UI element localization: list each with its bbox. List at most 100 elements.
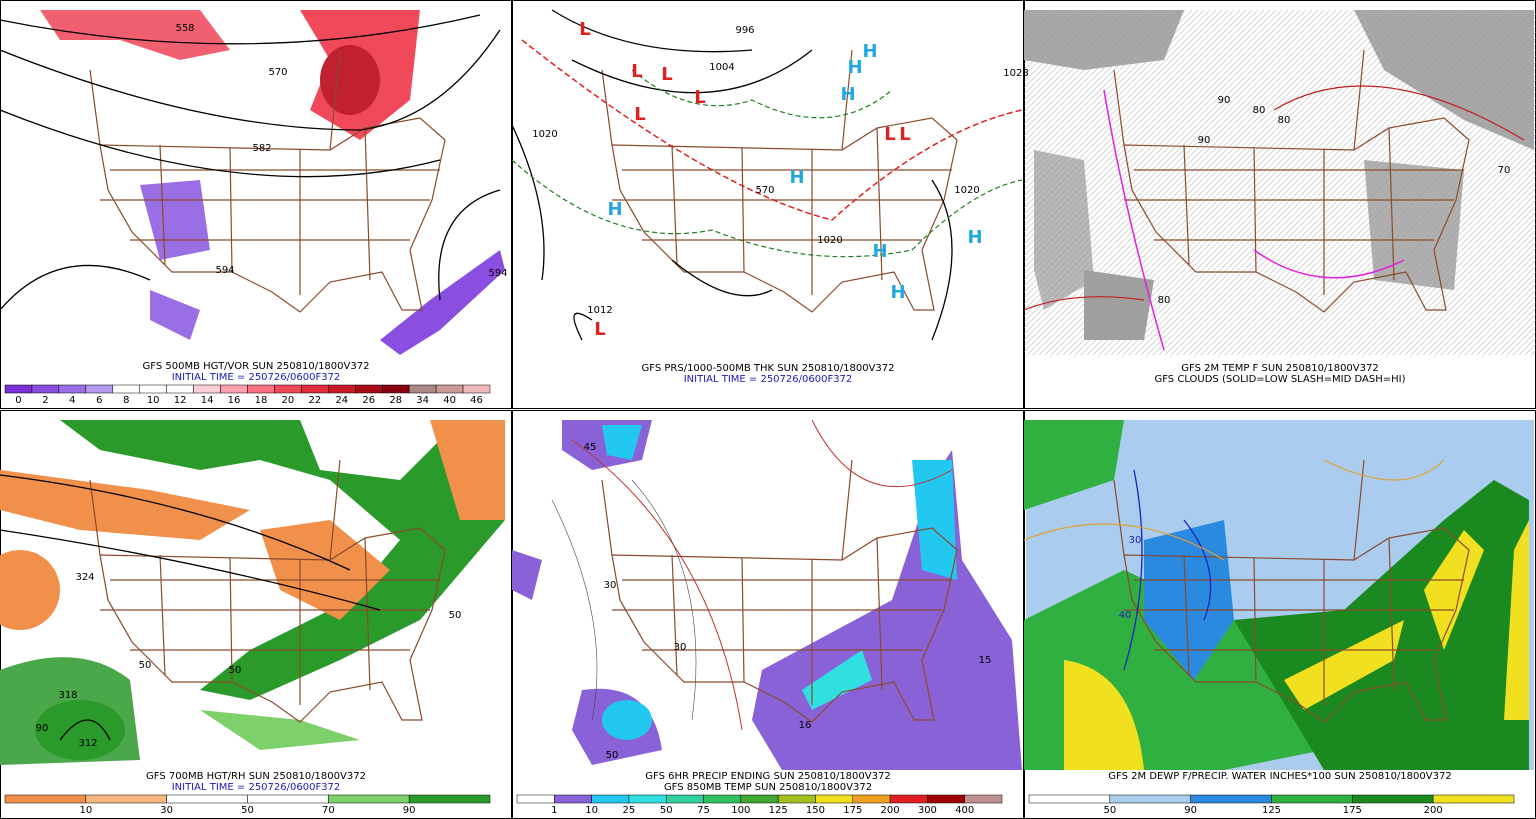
colorbar-swatch <box>4 384 33 394</box>
colorbar-label: 125 <box>769 805 788 816</box>
colorbar-label: 10 <box>585 805 598 816</box>
contour-label: 45 <box>584 442 597 453</box>
colorbar-label: 16 <box>228 395 241 406</box>
contour-label: 1020 <box>954 185 979 196</box>
colorbar-label: 4 <box>69 395 75 406</box>
colorbar-label: 100 <box>731 805 750 816</box>
colorbar-label: 75 <box>697 805 710 816</box>
colorbar-label: 18 <box>255 395 268 406</box>
colorbar-label: 125 <box>1262 805 1281 816</box>
panel-caption: GFS 2M DEWP F/PRECIP. WATER INCHES*100 S… <box>1108 771 1451 782</box>
colorbar-swatch <box>247 384 275 394</box>
colorbar-swatch <box>852 794 891 804</box>
contour-label: 318 <box>58 690 77 701</box>
colorbar-label: 90 <box>403 805 416 816</box>
colorbar-label: 175 <box>1343 805 1362 816</box>
colorbar-label: 30 <box>160 805 173 816</box>
colorbar-swatch <box>815 794 854 804</box>
contour-label: 1028 <box>1003 68 1028 79</box>
contour-label: 1012 <box>587 305 612 316</box>
contour-label: 50 <box>229 665 242 676</box>
colorbar-label: 2 <box>42 395 48 406</box>
colorbar-label: 175 <box>843 805 862 816</box>
colorbar-swatch <box>220 384 248 394</box>
contour-label: 312 <box>78 738 97 749</box>
contour-label: 1020 <box>532 129 557 140</box>
contour-label: 1004 <box>709 62 734 73</box>
pressure-center: H <box>890 282 905 303</box>
colorbar-label: 10 <box>147 395 160 406</box>
map-500mb <box>0 10 510 355</box>
pressure-center: L <box>631 61 642 82</box>
colorbar-swatch <box>166 794 248 804</box>
colorbar-label: 40 <box>443 395 456 406</box>
colorbar-swatch <box>58 384 87 394</box>
map-dewpoint <box>1023 420 1534 770</box>
colorbar-swatch <box>591 794 630 804</box>
colorbar-label: 10 <box>79 805 92 816</box>
contour-label: 90 <box>1218 95 1231 106</box>
colorbar-label: 400 <box>955 805 974 816</box>
colorbar-swatch <box>166 384 194 394</box>
colorbar-swatch <box>1271 794 1353 804</box>
contour-label: 1020 <box>817 235 842 246</box>
contour-label: 40 <box>1119 610 1132 621</box>
contour-label: 50 <box>606 750 619 761</box>
pressure-center: H <box>872 241 887 262</box>
contour-label: 70 <box>1498 165 1511 176</box>
colorbar-swatch <box>927 794 965 804</box>
panel-caption: GFS 700MB HGT/RH SUN 250810/1800V372 <box>146 771 366 782</box>
colorbar-label: 34 <box>416 395 429 406</box>
panel-caption: INITIAL TIME = 250726/0600F372 <box>684 374 853 385</box>
colorbar-label: 200 <box>881 805 900 816</box>
contour-label: 90 <box>36 723 49 734</box>
pressure-center: H <box>862 41 877 62</box>
colorbar-swatch <box>85 384 114 394</box>
contour-label: 582 <box>252 143 271 154</box>
pressure-center: L <box>634 104 645 125</box>
contour-label: 50 <box>449 610 462 621</box>
colorbar-swatch <box>328 384 356 394</box>
colorbar-label: 150 <box>806 805 825 816</box>
panel-caption: GFS CLOUDS (SOLID=LOW SLASH=MID DASH=HI) <box>1154 374 1405 385</box>
pressure-center: L <box>579 19 590 40</box>
colorbar-swatch <box>889 794 928 804</box>
contour-label: 30 <box>1129 535 1142 546</box>
panel-caption: GFS 6HR PRECIP ENDING SUN 250810/1800V37… <box>645 771 890 782</box>
colorbar-swatch <box>301 384 329 394</box>
map-pressure <box>511 9 1023 341</box>
colorbar-label: 90 <box>1184 805 1197 816</box>
contour-label: 80 <box>1278 115 1291 126</box>
colorbar-label: 200 <box>1424 805 1443 816</box>
panel-caption: INITIAL TIME = 250726/0600F372 <box>172 372 341 383</box>
panel-caption: GFS 850MB TEMP SUN 250810/1800V372 <box>664 782 872 793</box>
colorbar-label: 1 <box>551 805 557 816</box>
contour-label: 30 <box>674 642 687 653</box>
colorbar-swatch <box>408 794 491 804</box>
pressure-center: H <box>847 57 862 78</box>
colorbar-swatch <box>1109 794 1191 804</box>
colorbar-swatch <box>112 384 140 394</box>
colorbar-swatch <box>1190 794 1272 804</box>
pressure-center: L <box>884 124 895 145</box>
colorbar-label: 24 <box>335 395 348 406</box>
colorbar-swatch <box>665 794 704 804</box>
colorbar-label: 70 <box>322 805 335 816</box>
panel-caption: GFS 500MB HGT/VOR SUN 250810/1800V372 <box>143 361 370 372</box>
contour-label: 594 <box>215 265 234 276</box>
colorbar-label: 12 <box>174 395 187 406</box>
colorbar-swatch <box>1352 794 1434 804</box>
colorbar-label: 6 <box>96 395 102 406</box>
colorbar-swatch <box>408 384 437 394</box>
colorbar-label: 300 <box>918 805 937 816</box>
colorbar-swatch <box>139 384 167 394</box>
colorbar-label: 50 <box>241 805 254 816</box>
contour-label: 80 <box>1158 295 1171 306</box>
colorbar-label: 50 <box>660 805 673 816</box>
panel-caption: GFS PRS/1000-500MB THK SUN 250810/1800V3… <box>642 363 895 374</box>
contour-label: 996 <box>735 25 754 36</box>
contour-label: 30 <box>604 580 617 591</box>
colorbar-swatch <box>85 794 167 804</box>
colorbar-swatch <box>516 794 555 804</box>
